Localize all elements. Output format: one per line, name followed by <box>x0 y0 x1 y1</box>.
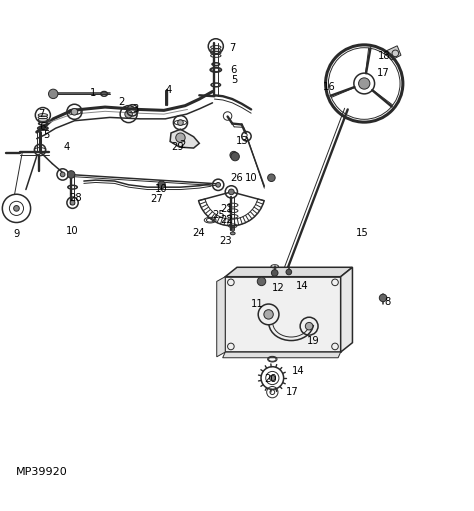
Text: 6: 6 <box>40 122 46 132</box>
Circle shape <box>70 200 75 205</box>
Circle shape <box>48 89 58 99</box>
Text: 24: 24 <box>192 228 205 238</box>
Circle shape <box>125 110 132 118</box>
Circle shape <box>230 151 237 159</box>
Polygon shape <box>225 267 353 276</box>
Text: 2: 2 <box>118 98 125 107</box>
Text: 10: 10 <box>66 225 78 236</box>
Circle shape <box>358 78 370 89</box>
Text: 11: 11 <box>250 298 263 309</box>
Polygon shape <box>385 46 401 60</box>
Circle shape <box>60 172 65 177</box>
Text: 5: 5 <box>43 130 49 141</box>
Text: 22: 22 <box>220 215 233 225</box>
Text: 29: 29 <box>172 142 184 152</box>
Text: 14: 14 <box>296 281 309 291</box>
Text: 4: 4 <box>64 142 70 152</box>
Text: 23: 23 <box>219 237 231 246</box>
Text: 12: 12 <box>272 284 284 293</box>
Text: 8: 8 <box>385 297 391 307</box>
Text: 4: 4 <box>165 85 172 95</box>
Text: 1: 1 <box>90 88 97 98</box>
Circle shape <box>231 152 239 161</box>
Text: 5: 5 <box>231 75 238 85</box>
Text: 9: 9 <box>14 229 20 239</box>
Text: 18: 18 <box>378 51 390 61</box>
Text: 19: 19 <box>307 336 319 346</box>
Circle shape <box>272 270 278 276</box>
Circle shape <box>158 181 165 189</box>
Text: 25: 25 <box>213 210 226 220</box>
Text: 27: 27 <box>151 194 163 204</box>
Text: 7: 7 <box>229 43 236 53</box>
Circle shape <box>257 277 266 286</box>
Circle shape <box>305 322 313 330</box>
Circle shape <box>264 310 273 319</box>
Circle shape <box>379 294 387 301</box>
Text: 21: 21 <box>220 204 233 214</box>
Text: 17: 17 <box>377 67 390 78</box>
Polygon shape <box>223 352 341 358</box>
Text: MP39920: MP39920 <box>16 467 67 477</box>
Text: 2: 2 <box>180 140 186 150</box>
Circle shape <box>14 205 19 211</box>
Text: 10: 10 <box>245 173 257 183</box>
Polygon shape <box>225 276 341 352</box>
Circle shape <box>71 108 78 115</box>
Circle shape <box>178 120 183 125</box>
Text: 14: 14 <box>292 366 305 376</box>
Text: 28: 28 <box>70 193 82 203</box>
Circle shape <box>176 133 185 143</box>
Polygon shape <box>217 276 225 357</box>
Text: 7: 7 <box>38 109 45 119</box>
Polygon shape <box>341 267 353 352</box>
Text: 15: 15 <box>356 228 368 238</box>
Ellipse shape <box>230 232 235 235</box>
Text: 26: 26 <box>231 173 243 183</box>
Circle shape <box>67 171 75 178</box>
Circle shape <box>286 269 292 275</box>
Text: 3: 3 <box>133 104 139 114</box>
Circle shape <box>228 189 234 195</box>
Circle shape <box>216 182 220 187</box>
Text: 16: 16 <box>322 82 335 92</box>
Polygon shape <box>170 129 199 148</box>
Text: 17: 17 <box>286 387 299 397</box>
Circle shape <box>268 174 275 181</box>
Text: 13: 13 <box>236 136 248 147</box>
Text: 20: 20 <box>264 374 277 384</box>
Text: 10: 10 <box>155 183 168 194</box>
Text: 6: 6 <box>230 65 237 75</box>
Circle shape <box>270 375 275 381</box>
